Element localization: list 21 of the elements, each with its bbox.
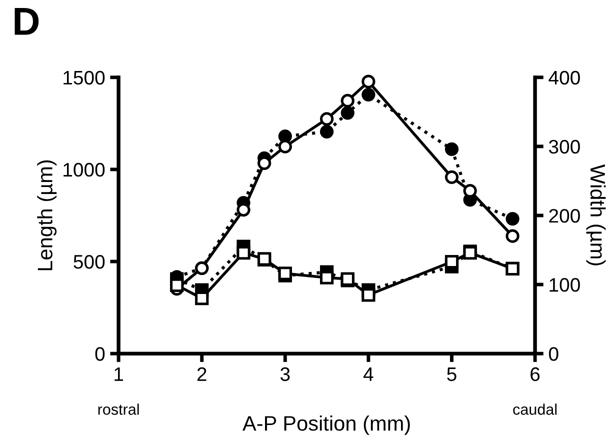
y2-tick-label: 100 [550, 278, 580, 292]
x-tick-label: 3 [280, 367, 290, 382]
y2-axis-title: Width (µm) [586, 164, 606, 266]
y2-tick-label: 300 [548, 140, 580, 154]
y-tick-label: 500 [74, 254, 105, 269]
text: rostral [98, 404, 139, 415]
x-axis-title: A-P Position (mm) [242, 415, 410, 435]
x-tick-label: 5 [447, 368, 456, 382]
y-tick-label: 1500 [64, 70, 105, 85]
text: caudal [513, 404, 557, 415]
y2-tick-label: 0 [548, 347, 558, 361]
y-tick-label: 1000 [64, 162, 105, 177]
chart-title: D [14, 8, 39, 35]
y-tick-label: 0 [95, 347, 105, 361]
x-tick-label: 2 [197, 367, 206, 381]
x-tick-label: 1 [114, 368, 124, 381]
x-tick-label: 4 [363, 368, 374, 381]
y2-tick-label: 200 [549, 208, 580, 223]
y2-tick-label: 400 [548, 70, 580, 85]
x-tick-label: 6 [530, 367, 540, 382]
y-axis-title: Length (µm) [37, 160, 57, 270]
